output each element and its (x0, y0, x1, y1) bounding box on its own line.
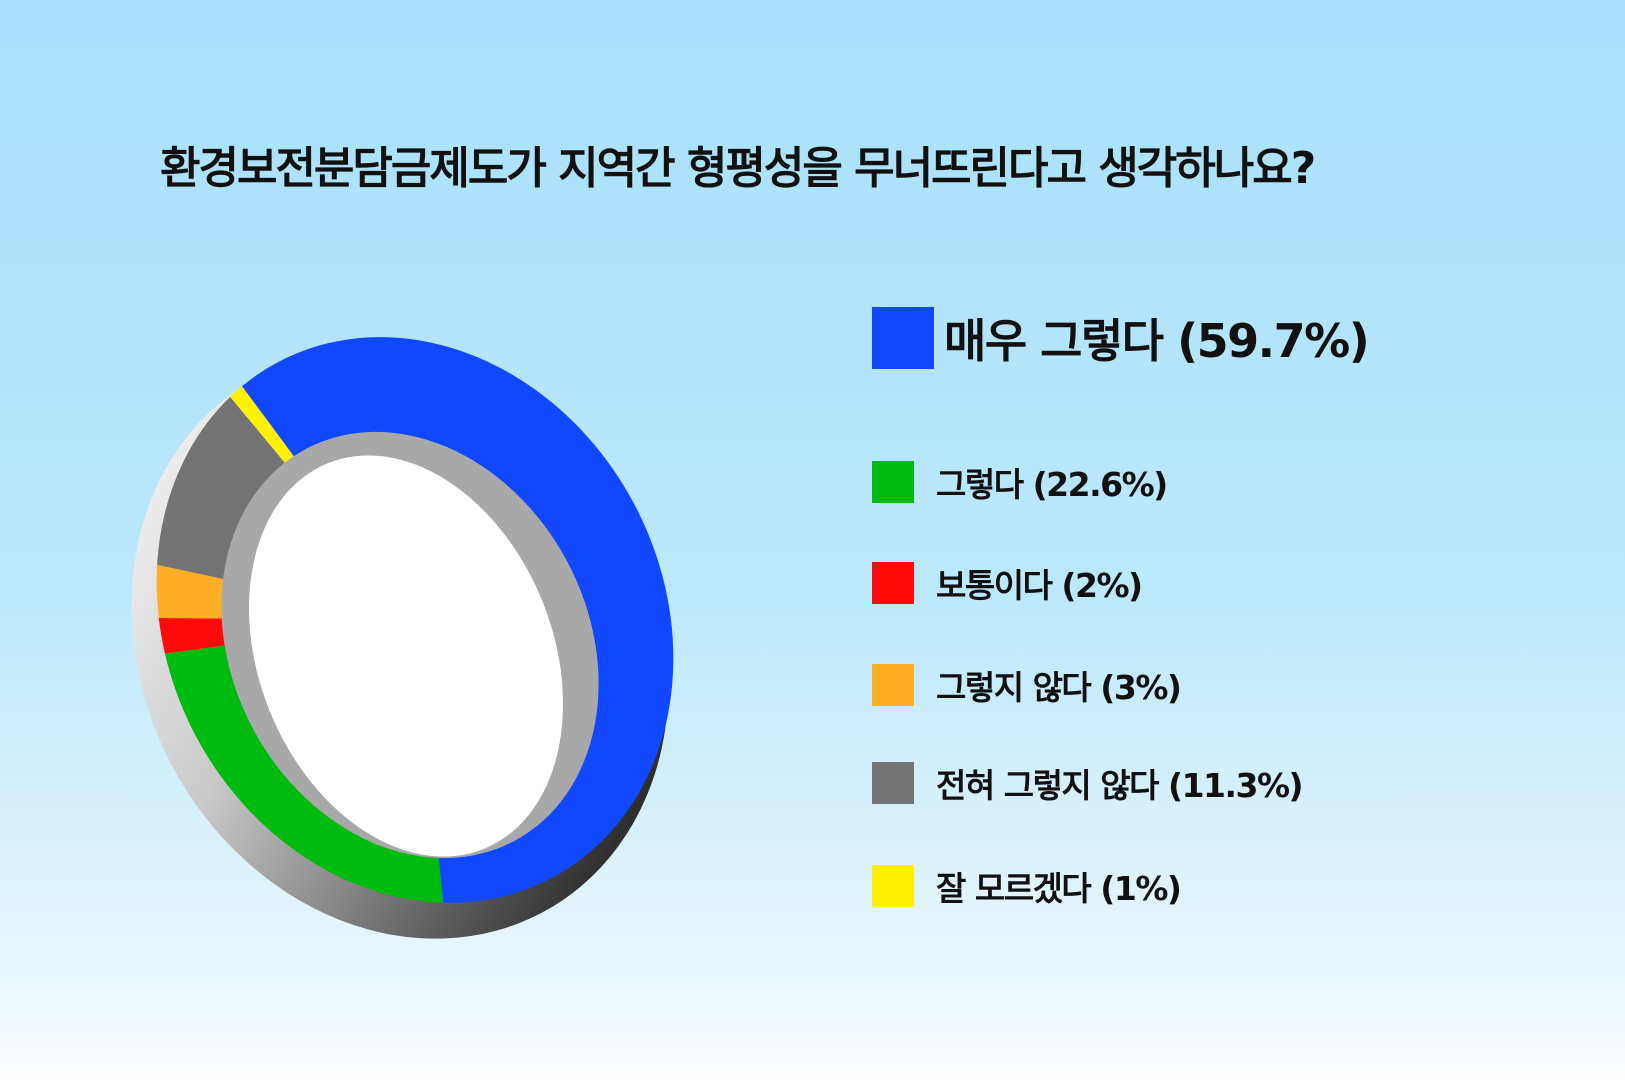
donut-hole (221, 431, 599, 859)
chart-title: 환경보전분담금제도가 지역간 형평성을 무너뜨린다고 생각하나요? (160, 143, 1316, 194)
